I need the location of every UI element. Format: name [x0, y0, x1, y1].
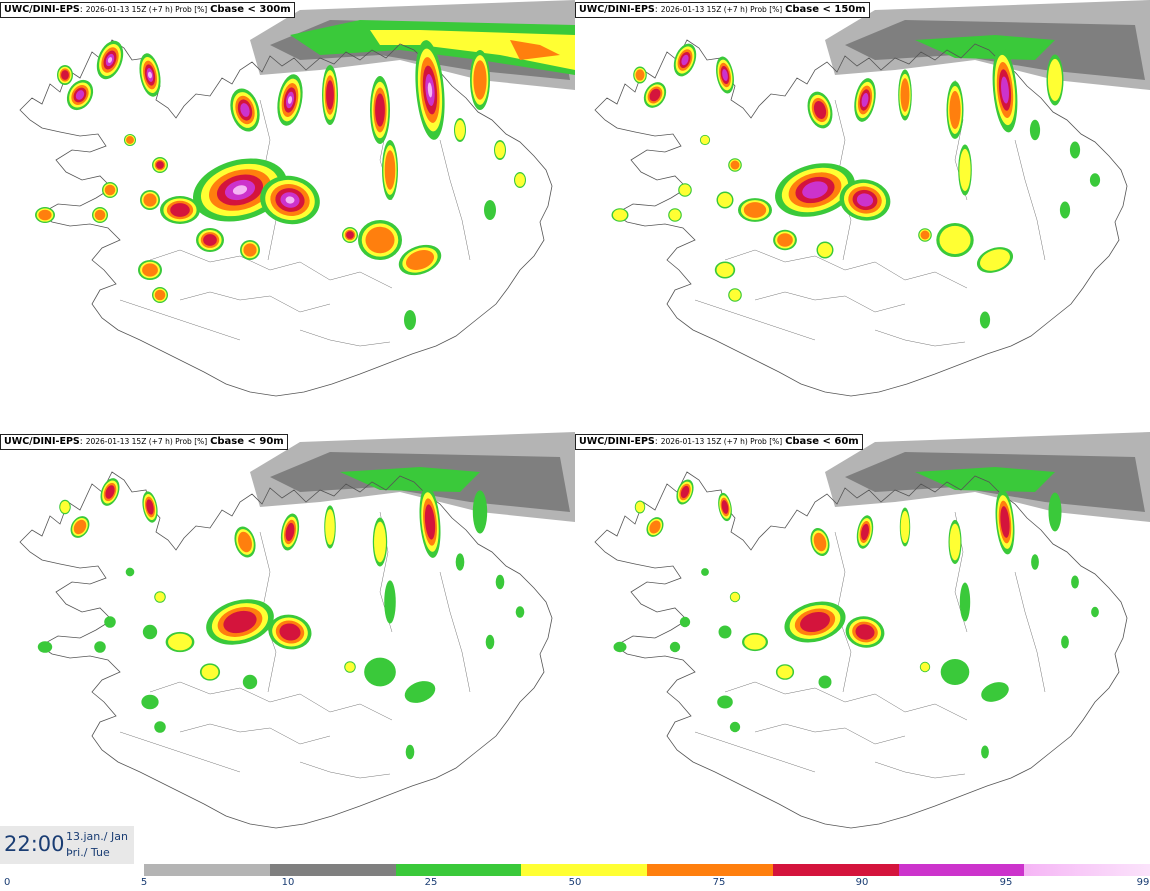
colorbar-tick-label: 75	[712, 877, 726, 888]
colorbar-segment	[269, 864, 396, 876]
map-panel-300m: UWC/DINI-EPS: 2026-01-13 15Z (+7 h) Prob…	[0, 0, 575, 432]
model-source: UWC/DINI-EPS	[4, 4, 80, 15]
offshore-cloud-band	[250, 0, 575, 90]
panel-title: UWC/DINI-EPS: 2026-01-13 15Z (+7 h) Prob…	[575, 434, 863, 450]
offshore-cloud-band	[250, 432, 575, 522]
threshold-label: Cbase < 60m	[785, 436, 859, 447]
colorbar-tick-label: 95	[999, 877, 1013, 888]
colorbar-tick-label: 25	[424, 877, 438, 888]
threshold-label: Cbase < 150m	[785, 4, 866, 15]
run-info: 2026-01-13 15Z (+7 h) Prob [%]	[85, 5, 208, 14]
map-panel-150m: UWC/DINI-EPS: 2026-01-13 15Z (+7 h) Prob…	[575, 0, 1150, 432]
valid-date: 13.jan./ Jan	[66, 830, 128, 843]
offshore-cloud-band	[825, 432, 1150, 522]
colorbar-segment	[898, 864, 1025, 876]
offshore-cloud-band	[825, 0, 1150, 90]
threshold-label: Cbase < 300m	[210, 4, 291, 15]
model-source: UWC/DINI-EPS	[4, 436, 80, 447]
map-panel-60m: UWC/DINI-EPS: 2026-01-13 15Z (+7 h) Prob…	[575, 432, 1150, 864]
map-panel-90m: UWC/DINI-EPS: 2026-01-13 15Z (+7 h) Prob…	[0, 432, 575, 864]
colorbar-tick-label: 0	[4, 877, 11, 888]
colorbar-tick-label: 99	[1136, 877, 1150, 888]
valid-time-box: 22:00 13.jan./ Jan Þri./ Tue	[0, 826, 134, 864]
colorbar-tick-label: 5	[140, 877, 148, 888]
model-source: UWC/DINI-EPS	[579, 4, 655, 15]
colorbar-segment	[144, 864, 270, 876]
run-info: 2026-01-13 15Z (+7 h) Prob [%]	[660, 437, 783, 446]
colorbar-segment	[647, 864, 773, 876]
panel-title: UWC/DINI-EPS: 2026-01-13 15Z (+7 h) Prob…	[0, 434, 288, 450]
colorbar-tick-label: 90	[855, 877, 869, 888]
colorbar-segment	[521, 864, 647, 876]
colorbar-segment	[395, 864, 522, 876]
colorbar-segment	[772, 864, 899, 876]
colorbar	[144, 864, 1150, 876]
panel-title: UWC/DINI-EPS: 2026-01-13 15Z (+7 h) Prob…	[575, 2, 870, 18]
iceland-map-60m	[594, 432, 1150, 829]
run-info: 2026-01-13 15Z (+7 h) Prob [%]	[660, 5, 783, 14]
colorbar-tick-label: 50	[568, 877, 582, 888]
panel-title: UWC/DINI-EPS: 2026-01-13 15Z (+7 h) Prob…	[0, 2, 295, 18]
iceland-map-150m	[594, 0, 1150, 397]
iceland-map-90m	[19, 432, 575, 829]
colorbar-segment	[1024, 864, 1150, 876]
model-source: UWC/DINI-EPS	[579, 436, 655, 447]
colorbar-tick-label: 10	[281, 877, 295, 888]
iceland-map-300m	[19, 0, 575, 397]
threshold-label: Cbase < 90m	[210, 436, 284, 447]
run-info: 2026-01-13 15Z (+7 h) Prob [%]	[85, 437, 208, 446]
valid-weekday: Þri./ Tue	[66, 846, 110, 859]
valid-time: 22:00	[4, 832, 65, 856]
